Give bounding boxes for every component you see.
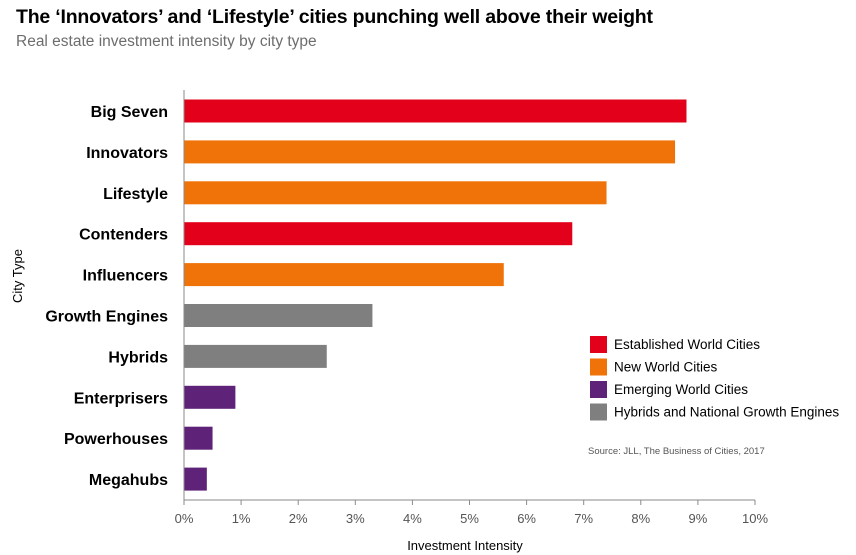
- x-tick-label: 1%: [232, 511, 251, 526]
- legend: Established World Cities New World Cities…: [590, 336, 839, 421]
- x-tick-label: 9%: [689, 511, 708, 526]
- bar: [184, 304, 373, 327]
- x-tick-label: 3%: [346, 511, 365, 526]
- bar: [184, 181, 607, 205]
- bars: Big Seven Innovators Lifestyle Contenders In…: [45, 99, 687, 491]
- x-tick-label: 5%: [460, 511, 479, 526]
- legend-label: Hybrids and National Growth Engines: [614, 405, 839, 420]
- legend-swatch: [590, 381, 607, 398]
- category-label: Hybrids: [108, 349, 168, 366]
- bar: [184, 99, 687, 123]
- category-label: Growth Engines: [45, 309, 168, 326]
- x-tick-label: 10%: [742, 511, 768, 526]
- category-label: Innovators: [86, 145, 168, 162]
- legend-label: Established World Cities: [614, 337, 760, 352]
- legend-label: Emerging World Cities: [614, 382, 748, 397]
- category-label: Enterprisers: [74, 390, 168, 407]
- bar: [184, 140, 676, 164]
- x-tick-label: 6%: [517, 511, 536, 526]
- chart-subtitle: Real estate investment intensity by city…: [16, 33, 317, 50]
- y-axis-title: City Type: [10, 249, 25, 303]
- bar: [184, 263, 504, 287]
- x-axis: 0% 1% 2% 3% 4% 5% 6% 7% 8% 9% 10%: [175, 90, 768, 526]
- legend-swatch: [590, 336, 607, 353]
- source-note: Source: JLL, The Business of Cities, 201…: [588, 446, 765, 457]
- category-label: Influencers: [83, 268, 168, 285]
- x-tick-label: 0%: [175, 511, 194, 526]
- x-tick-label: 4%: [403, 511, 422, 526]
- x-tick-label: 2%: [289, 511, 308, 526]
- x-tick-label: 7%: [574, 511, 593, 526]
- category-label: Powerhouses: [64, 431, 168, 448]
- bar: [184, 344, 327, 368]
- legend-swatch: [590, 403, 607, 421]
- category-label: Megahubs: [89, 472, 168, 489]
- category-label: Lifestyle: [103, 186, 168, 203]
- bar: [184, 385, 236, 409]
- bar: [184, 467, 207, 491]
- x-axis-title: Investment Intensity: [407, 538, 523, 553]
- bar: [184, 222, 573, 246]
- chart-title: The ‘Innovators’ and ‘Lifestyle’ cities …: [16, 6, 653, 28]
- category-label: Big Seven: [91, 104, 168, 121]
- category-label: Contenders: [79, 227, 168, 244]
- bar: [184, 426, 213, 450]
- x-tick-label: 8%: [631, 511, 650, 526]
- legend-label: New World Cities: [614, 360, 718, 375]
- legend-swatch: [590, 358, 607, 376]
